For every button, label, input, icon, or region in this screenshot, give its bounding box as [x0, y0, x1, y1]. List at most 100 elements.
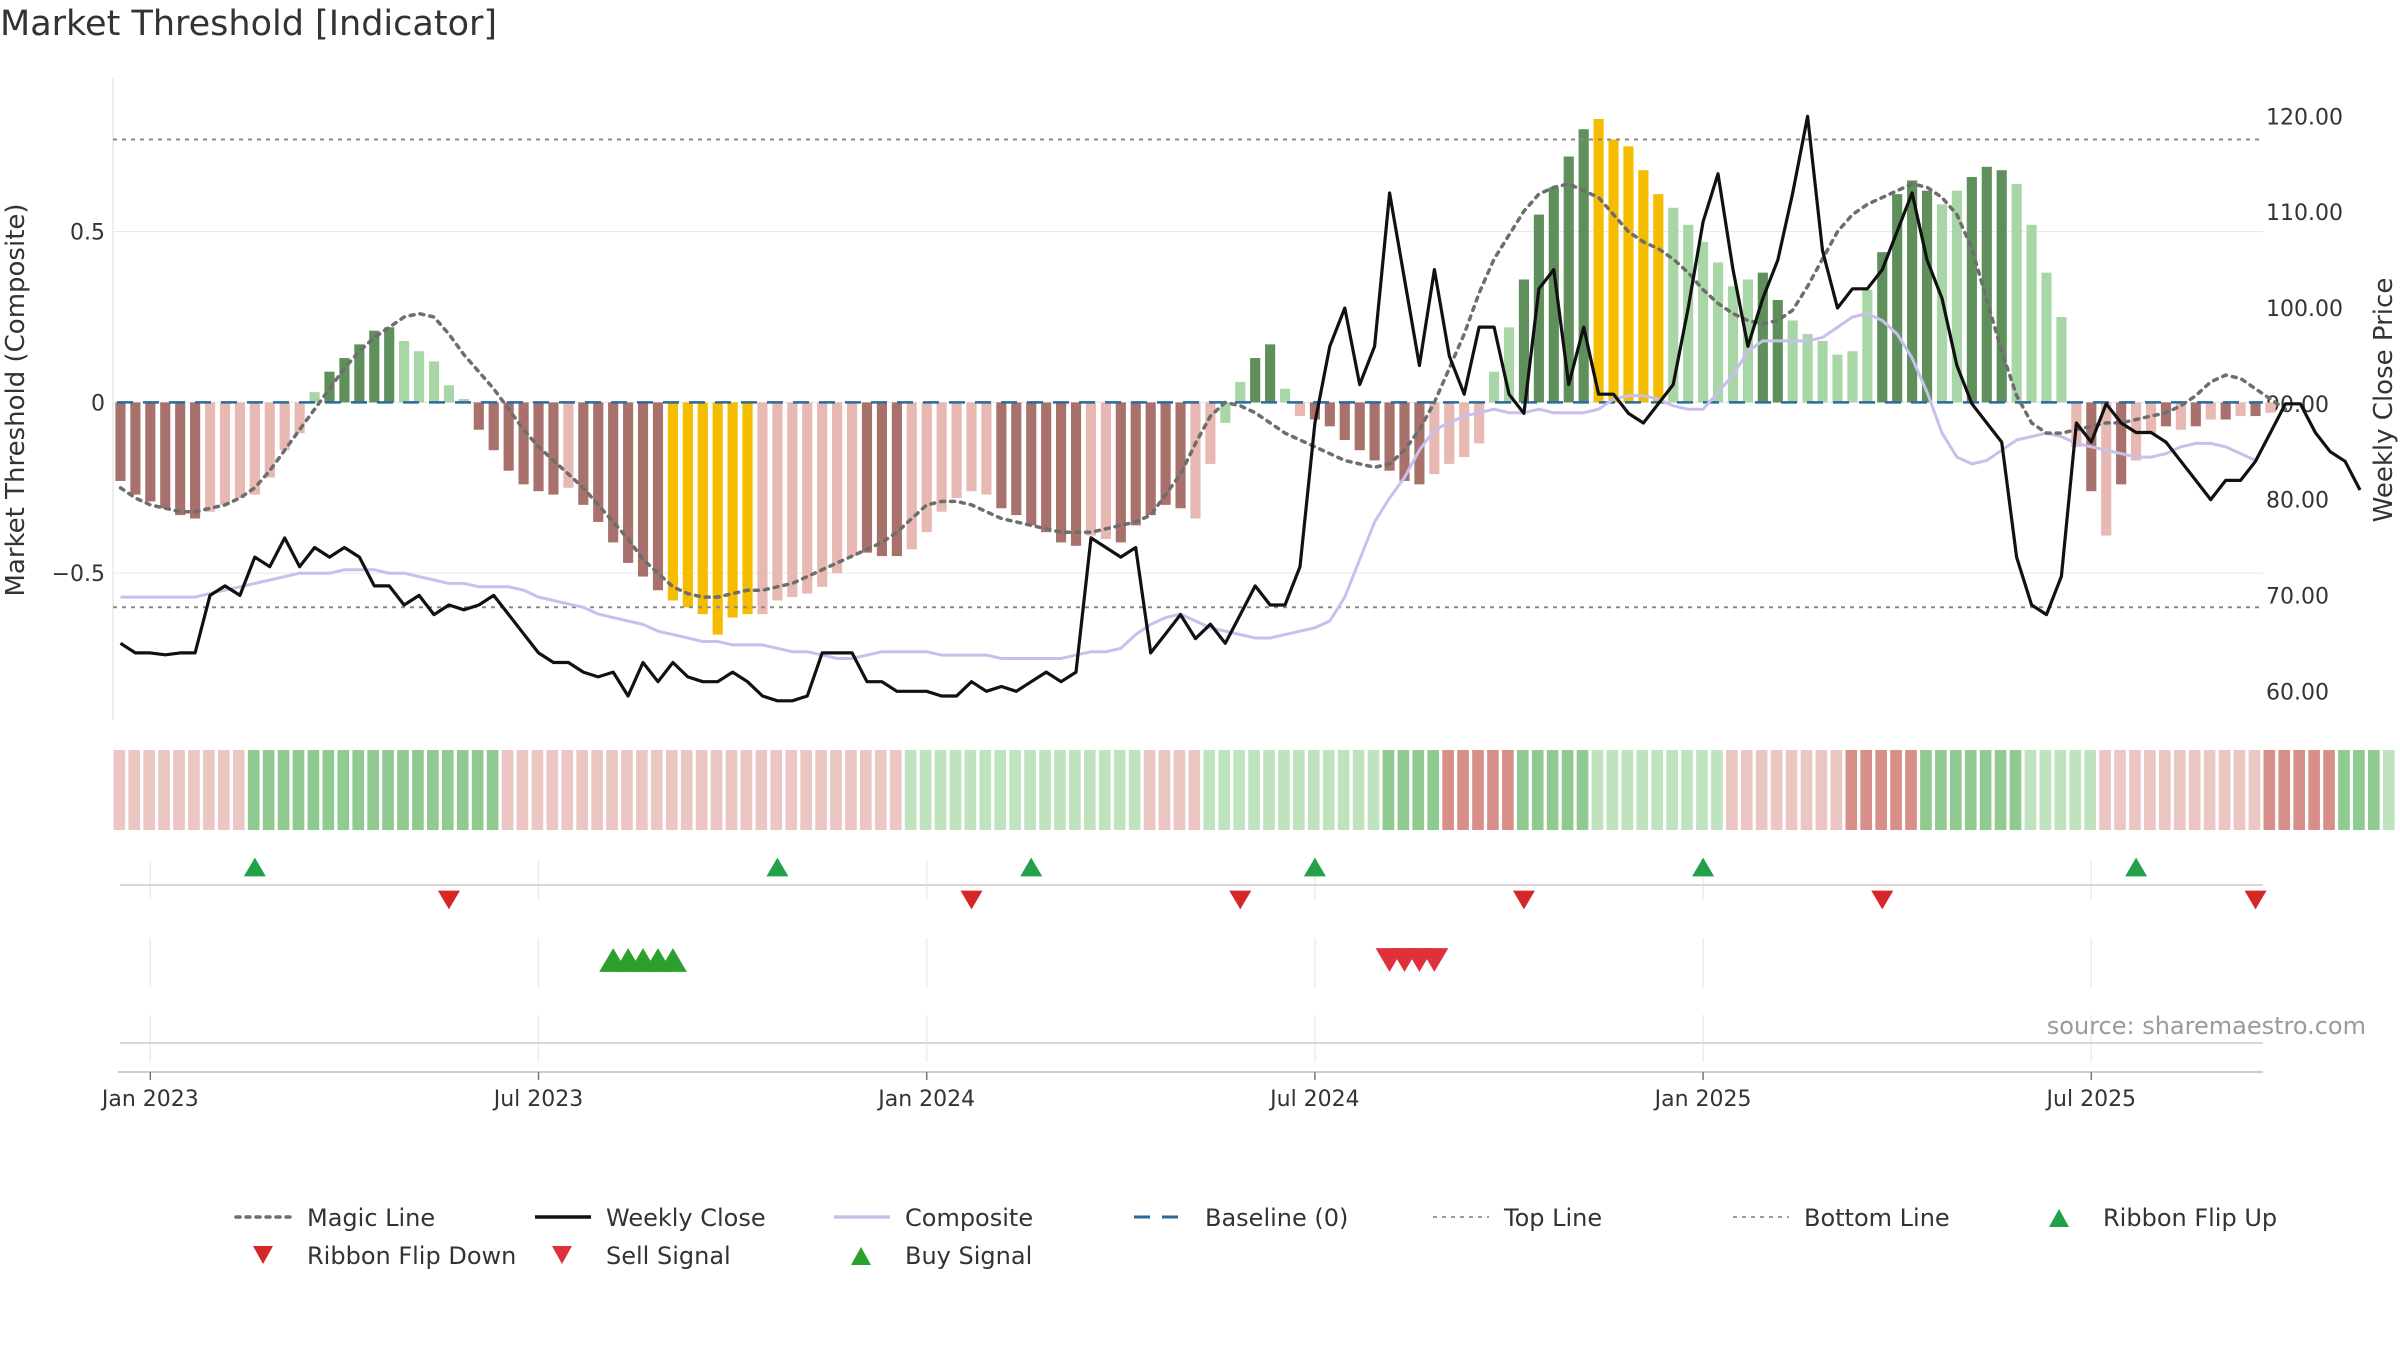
ribbon-cell	[1770, 750, 1783, 830]
ribbon-cell	[188, 750, 200, 830]
composite-bar	[1235, 381, 1246, 403]
ribbon-cell	[1845, 750, 1858, 830]
ribbon-cell	[1905, 750, 1917, 830]
composite-bar	[1593, 118, 1604, 403]
composite-bar	[966, 402, 977, 492]
ribbon-cell	[1964, 750, 1977, 830]
ribbon-cell	[2144, 750, 2156, 830]
ribbon-cell	[1263, 750, 1275, 830]
composite-bar	[2250, 402, 2261, 417]
composite-bar	[861, 402, 873, 553]
ribbon-cell	[979, 750, 992, 830]
ribbon-cell	[1307, 750, 1320, 830]
ribbon-flip-up-marker	[766, 857, 789, 877]
ribbon-cell	[158, 750, 170, 830]
ribbon-cell	[1054, 750, 1066, 830]
ribbon-cell	[1472, 750, 1484, 830]
composite-bar	[1623, 146, 1634, 403]
y-tick-label-right: 60.00	[2266, 680, 2329, 705]
composite-bar	[1339, 402, 1350, 440]
composite-bar	[2056, 317, 2067, 403]
composite-bar	[1638, 170, 1649, 403]
ribbon-cell	[1367, 750, 1380, 830]
composite-bar	[190, 402, 201, 519]
x-tick-label: Jan 2024	[876, 1087, 975, 1112]
composite-bar	[1608, 139, 1619, 403]
composite-bar	[1474, 402, 1485, 444]
ribbon-cell	[1442, 750, 1454, 830]
ribbon-cell	[128, 750, 141, 830]
composite-bar	[1489, 371, 1500, 403]
ribbon-cell	[1457, 750, 1469, 830]
legend-item: Buy Signal	[851, 1242, 1032, 1270]
composite-bar	[1757, 272, 1768, 403]
composite-bar	[354, 344, 365, 403]
ribbon-cell	[636, 750, 648, 830]
ribbon-cell	[680, 750, 693, 830]
composite-bar	[1085, 402, 1097, 536]
ribbon-cell	[2099, 750, 2111, 830]
composite-bar	[608, 402, 619, 543]
composite-bar	[1563, 156, 1574, 403]
ribbon-cell	[710, 750, 723, 830]
ribbon-cell	[1785, 750, 1798, 830]
composite-bar	[384, 327, 395, 403]
composite-bar	[1354, 402, 1365, 451]
composite-bar	[1847, 351, 1858, 403]
ribbon-cell	[1561, 750, 1574, 830]
ribbon-cell	[1412, 750, 1425, 830]
composite-bar	[145, 402, 156, 502]
ribbon-cell	[1203, 750, 1216, 830]
ribbon-cell	[1606, 750, 1619, 830]
composite-bar	[1862, 289, 1873, 403]
composite-bar	[981, 402, 992, 495]
ribbon-cell	[1173, 750, 1186, 830]
legend-label: Baseline (0)	[1205, 1204, 1348, 1232]
legend-item: Ribbon Flip Up	[2049, 1204, 2277, 1232]
composite-bar	[414, 351, 425, 403]
ribbon-cell	[2323, 750, 2335, 830]
composite-bar	[951, 402, 962, 499]
composite-bar	[1921, 190, 1933, 403]
ribbon-cell	[292, 750, 305, 830]
ribbon-cell	[1069, 750, 1081, 830]
ribbon-cell	[277, 750, 290, 830]
composite-bar	[115, 402, 126, 481]
x-tick-label: Jul 2025	[2045, 1087, 2137, 1112]
composite-bar	[593, 402, 604, 522]
composite-bar	[2101, 402, 2112, 536]
ribbon-cell	[1009, 750, 1021, 830]
composite-bar	[2220, 402, 2231, 420]
composite-bar	[1056, 402, 1067, 543]
legend-item: Baseline (0)	[1134, 1204, 1348, 1232]
sell-signal-marker	[1420, 948, 1449, 972]
ribbon-cell	[2382, 750, 2395, 830]
legend-label: Top Line	[1503, 1204, 1602, 1232]
composite-bar	[1399, 402, 1410, 481]
composite-bar	[1653, 194, 1664, 403]
ribbon-cell	[2039, 750, 2052, 830]
ribbon-cell	[501, 750, 514, 830]
composite-bar	[1981, 166, 1992, 403]
composite-bar	[1384, 402, 1395, 471]
legend-label: Ribbon Flip Up	[2103, 1204, 2277, 1232]
composite-bar	[1668, 207, 1679, 403]
composite-bar	[1309, 402, 1320, 420]
ribbon-cell	[1427, 750, 1440, 830]
composite-bar	[503, 402, 514, 471]
y-tick-label-right: 110.00	[2266, 201, 2343, 226]
ribbon-cell	[740, 750, 753, 830]
composite-bar	[2175, 402, 2186, 430]
composite-bar	[1712, 262, 1724, 403]
composite-bar	[1175, 402, 1186, 509]
y-tick-label-right: 100.00	[2266, 297, 2343, 322]
legend-label: Ribbon Flip Down	[307, 1242, 516, 1270]
ribbon-cell	[860, 750, 872, 830]
ribbon-cell	[919, 750, 932, 830]
ribbon-cell	[576, 750, 588, 830]
composite-bar	[1548, 187, 1559, 403]
ribbon-flip-up-marker	[243, 857, 266, 877]
legend-marker	[2049, 1209, 2069, 1227]
composite-bar	[846, 402, 858, 557]
ribbon-cell	[218, 750, 230, 830]
